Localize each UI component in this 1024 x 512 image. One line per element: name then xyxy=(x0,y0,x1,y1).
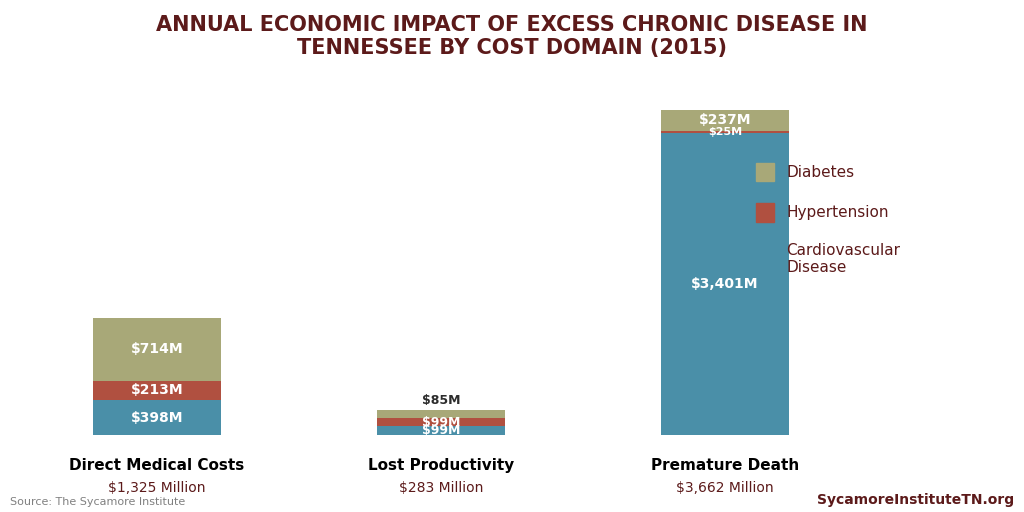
Text: $398M: $398M xyxy=(131,411,183,424)
Text: Premature Death: Premature Death xyxy=(651,458,799,473)
Bar xyxy=(93,317,221,381)
Bar xyxy=(93,400,221,435)
Bar xyxy=(377,410,505,418)
Text: $714M: $714M xyxy=(131,342,183,356)
Text: $3,401M: $3,401M xyxy=(691,277,759,291)
Text: Lost Productivity: Lost Productivity xyxy=(368,458,514,473)
Text: $237M: $237M xyxy=(698,114,752,127)
Text: $3,662 Million: $3,662 Million xyxy=(676,481,774,495)
Bar xyxy=(93,381,221,400)
Text: Direct Medical Costs: Direct Medical Costs xyxy=(70,458,245,473)
Text: $85M: $85M xyxy=(422,394,460,407)
Text: $99M: $99M xyxy=(422,424,460,437)
Legend: Diabetes, Hypertension, Cardiovascular
Disease: Diabetes, Hypertension, Cardiovascular D… xyxy=(749,155,908,283)
Text: SycamoreInstituteTN.org: SycamoreInstituteTN.org xyxy=(816,493,1014,507)
Bar xyxy=(377,426,505,435)
Text: $1,325 Million: $1,325 Million xyxy=(109,481,206,495)
Bar xyxy=(662,110,788,131)
Text: $25M: $25M xyxy=(708,127,742,137)
Text: Source: The Sycamore Institute: Source: The Sycamore Institute xyxy=(10,497,185,507)
Text: $213M: $213M xyxy=(131,383,183,397)
Bar xyxy=(662,133,788,435)
Text: $283 Million: $283 Million xyxy=(398,481,483,495)
Text: $99M: $99M xyxy=(422,416,460,429)
Bar xyxy=(377,418,505,426)
Title: ANNUAL ECONOMIC IMPACT OF EXCESS CHRONIC DISEASE IN
TENNESSEE BY COST DOMAIN (20: ANNUAL ECONOMIC IMPACT OF EXCESS CHRONIC… xyxy=(157,15,867,58)
Bar xyxy=(662,131,788,133)
